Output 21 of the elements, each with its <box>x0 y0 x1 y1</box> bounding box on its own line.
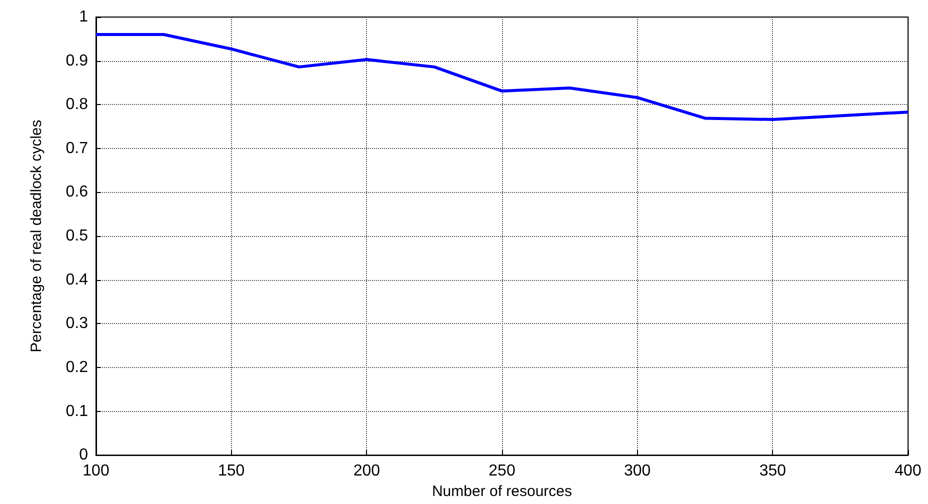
line-series <box>94 33 910 122</box>
x-tick-label: 300 <box>624 462 651 480</box>
x-tick-label: 250 <box>488 462 516 480</box>
y-tick-label: 0.8 <box>66 96 88 114</box>
x-tick-label: 400 <box>894 462 922 480</box>
x-tick-label: 200 <box>353 462 380 480</box>
y-tick-label: 0.6 <box>66 184 88 201</box>
y-tick-label: 0.1 <box>66 402 88 420</box>
y-tick-label: 0.3 <box>66 315 88 332</box>
x-tick-label: 350 <box>759 462 786 480</box>
y-tick-label: 0.9 <box>66 52 88 70</box>
y-tick-label: 0.4 <box>66 271 88 288</box>
y-tick-label: 0.5 <box>66 228 88 245</box>
y-tick-label: 0.7 <box>66 140 88 157</box>
y-axis-title: Percentage of real deadlock cycles <box>28 120 45 352</box>
x-tick-label: 150 <box>218 462 245 480</box>
y-tick-label: 1 <box>79 8 88 26</box>
x-axis-title: Number of resources <box>432 483 572 500</box>
y-tick-label: 0 <box>79 446 88 464</box>
y-tick-label: 0.2 <box>66 358 88 376</box>
x-tick-label: 100 <box>82 462 110 480</box>
